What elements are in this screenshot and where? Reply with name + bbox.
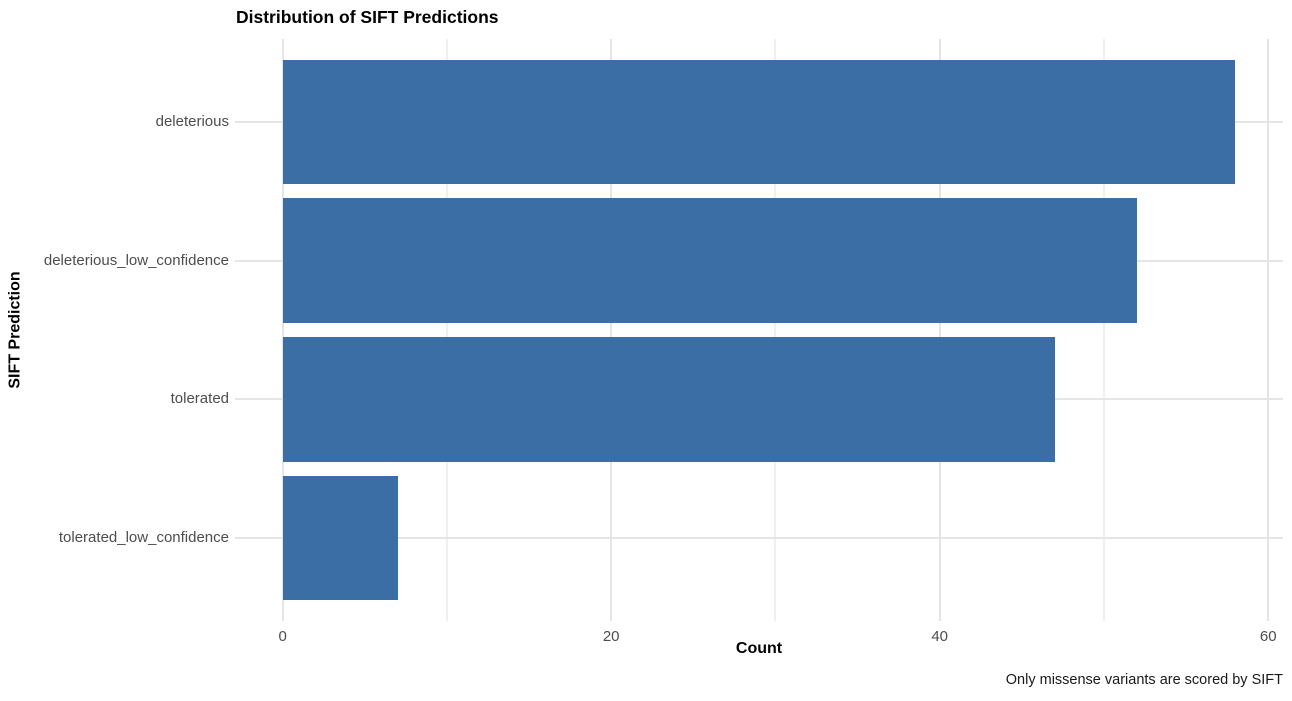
- x-tick-label: 20: [602, 628, 620, 645]
- x-tick-label: 0: [278, 628, 287, 645]
- x-tick-label: 60: [1259, 628, 1277, 645]
- gridline-x-major: [1267, 39, 1270, 621]
- gridline-x-minor: [1102, 39, 1105, 621]
- gridline-x-major: [281, 39, 284, 621]
- y-axis-label-deleterious: deleterious: [155, 113, 229, 131]
- bar-deleterious_low_confidence: [282, 198, 1137, 324]
- x-axis-tick-labels: 0 20 40 60: [235, 627, 1283, 649]
- chart-title: Distribution of SIFT Predictions: [236, 7, 499, 27]
- y-axis-label-tolerated_low_confidence: tolerated_low_confidence: [58, 528, 229, 546]
- y-axis-label-tolerated: tolerated: [170, 390, 229, 408]
- bar-tolerated: [282, 336, 1055, 462]
- gridline-x-minor: [445, 39, 448, 621]
- gridline-x-minor: [774, 39, 777, 621]
- bar-deleterious: [282, 59, 1236, 185]
- x-axis-title: Count: [735, 640, 783, 657]
- bar-tolerated_low_confidence: [282, 475, 398, 601]
- plot-panel: [235, 39, 1283, 621]
- y-axis-label-deleterious_low_confidence: deleterious_low_confidence: [43, 251, 229, 269]
- x-tick-label: 40: [931, 628, 949, 645]
- gridline-x-major: [938, 39, 941, 621]
- chart-caption: Only missense variants are scored by SIF…: [1005, 672, 1283, 688]
- gridline-x-major: [610, 39, 613, 621]
- gridline-y-major: [235, 536, 1283, 539]
